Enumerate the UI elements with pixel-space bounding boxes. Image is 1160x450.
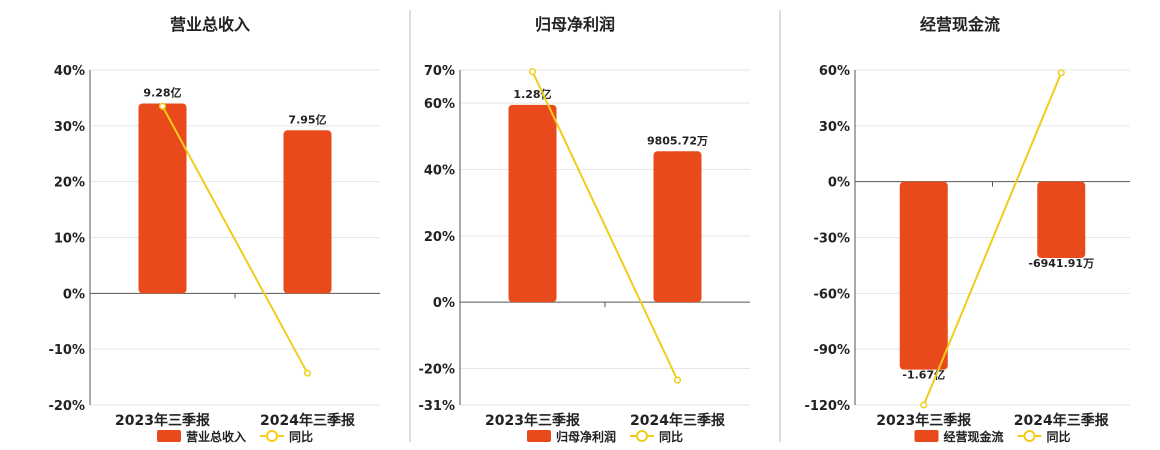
y-tick-label: 70% [424, 64, 455, 79]
x-tick-label: 2023年三季报 [115, 412, 210, 429]
line-point [158, 102, 167, 110]
line-point [920, 401, 928, 409]
y-tick-label: -90% [813, 343, 850, 358]
x-tick-label: 2024年三季报 [630, 412, 725, 429]
y-tick-label: 30% [819, 120, 850, 135]
series-line [161, 105, 309, 374]
y-tick-label: -120% [804, 399, 850, 414]
line-point [303, 369, 312, 377]
y-tick-label: 40% [54, 64, 85, 79]
series-line [922, 72, 1063, 406]
y-tick-label: 10% [54, 232, 85, 247]
y-tick-label: -10% [48, 343, 85, 358]
bar [899, 181, 948, 370]
y-tick-label: -20% [418, 363, 455, 378]
data-label: -6941.91万 [1028, 257, 1094, 270]
line-point [673, 376, 682, 384]
line-point [528, 68, 537, 76]
legend-label: 归母净利润 [556, 429, 616, 444]
x-tick-label: 2024年三季报 [1014, 412, 1109, 429]
chart-title: 营业总收入 [170, 15, 250, 34]
chart-title: 归母净利润 [535, 15, 615, 34]
legend-swatch [157, 430, 181, 442]
y-tick-label: 60% [819, 64, 850, 79]
bar [283, 130, 332, 294]
bar [1037, 181, 1086, 258]
chart-title: 经营现金流 [920, 15, 1000, 34]
bar [138, 103, 187, 294]
y-tick-label: 20% [424, 230, 455, 245]
y-tick-label: 0% [828, 176, 850, 191]
bar [508, 104, 557, 303]
y-tick-label: 0% [433, 296, 455, 311]
y-tick-label: -60% [813, 287, 850, 302]
y-tick-label: -20% [48, 399, 85, 414]
line-point [1057, 69, 1065, 77]
y-tick-label: 40% [424, 164, 455, 179]
legend-swatch [914, 430, 939, 442]
legend-swatch [527, 430, 551, 442]
y-tick-label: 60% [424, 97, 455, 112]
data-label: 9.28亿 [143, 86, 181, 100]
legend-label: 同比 [1047, 429, 1071, 444]
legend-label: 同比 [659, 429, 683, 444]
y-tick-label: -30% [813, 232, 850, 247]
series-line [531, 71, 679, 381]
legend-label: 同比 [289, 429, 313, 444]
legend-label: 营业总收入 [186, 429, 246, 444]
legend-marker [636, 430, 648, 442]
x-tick-label: 2023年三季报 [876, 412, 971, 429]
y-tick-label: -31% [418, 399, 455, 414]
bar [653, 151, 702, 303]
legend-marker [266, 430, 278, 442]
y-tick-label: 20% [54, 176, 85, 191]
x-tick-label: 2023年三季报 [485, 412, 580, 429]
legend-marker [1023, 430, 1036, 442]
legend-label: 经营现金流 [944, 429, 1004, 444]
y-tick-label: 30% [54, 120, 85, 135]
data-label: 7.95亿 [288, 112, 326, 126]
y-tick-label: 0% [63, 287, 85, 302]
x-tick-label: 2024年三季报 [260, 412, 355, 429]
data-label: 9805.72万 [647, 134, 708, 147]
